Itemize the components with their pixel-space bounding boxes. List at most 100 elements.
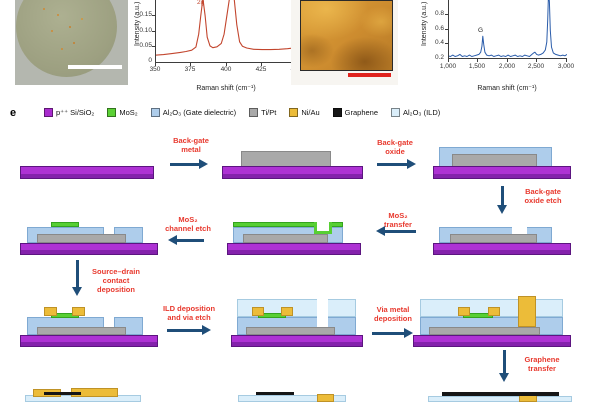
step-label-graphene-transfer: Graphene transfer — [524, 355, 560, 373]
graphene-ytick: 0.6 — [434, 25, 444, 32]
gate-metal-layer — [450, 234, 537, 243]
ild-swatch — [391, 108, 401, 117]
graphene-xtick: 2,000 — [498, 63, 516, 70]
step-label-via-metal: Via metal deposition — [374, 305, 412, 323]
legend-item-graphene: Graphene — [332, 108, 378, 117]
tick — [152, 46, 155, 47]
gate-metal-layer — [246, 327, 335, 335]
step-label-back-gate-metal: Back-gate metal — [173, 136, 209, 154]
source-contact — [44, 307, 57, 316]
legend-item-ild: Al₂O₃ (ILD) — [391, 108, 440, 117]
substrate-layer — [433, 166, 571, 179]
mos2-xtick: 350 — [149, 66, 161, 73]
graphene-xtick: 2,500 — [527, 63, 545, 70]
substrate-layer — [20, 335, 158, 347]
source-contact — [252, 307, 264, 316]
graphene-x-axis — [448, 58, 567, 59]
substrate-layer — [231, 335, 363, 347]
legend-label: Ni/Au — [301, 108, 320, 117]
gate-metal-layer — [37, 234, 126, 243]
mos2-x-axis — [155, 62, 297, 63]
mos2-raman-curve — [155, 0, 296, 56]
step-label-sd-contact: Source–drain contact deposition — [92, 267, 140, 294]
wafer-scale-bar — [68, 65, 122, 69]
tick — [448, 59, 449, 62]
via-metal-pillar — [317, 394, 334, 402]
legend-label: Ti/Pt — [261, 108, 277, 117]
graphene-optical-image — [300, 0, 393, 71]
arrow-via-metal — [372, 328, 413, 338]
materials-legend: p⁺⁺ Si/SiO₂ MoS₂ Al₂O₃ (Gate dielectric)… — [44, 108, 440, 117]
arrow-back-gate-oxide-etch — [497, 186, 507, 214]
drain-contact — [281, 307, 293, 316]
gate-metal-layer — [429, 327, 540, 335]
etched-via-opening — [512, 226, 527, 234]
substrate-layer — [20, 243, 158, 255]
mos2-lined-via — [314, 222, 332, 234]
substrate-layer — [227, 243, 361, 255]
arrow-sd-contact — [72, 260, 82, 296]
legend-item-gate-oxide: Al₂O₃ (Gate dielectric) — [150, 108, 237, 117]
step-label-mos2-transfer: MoS₂ transfer — [384, 211, 412, 229]
legend-label: Al₂O₃ (ILD) — [403, 108, 441, 117]
via-metal-pillar — [518, 296, 536, 327]
source-contact — [458, 307, 470, 316]
substrate-layer — [20, 166, 154, 179]
tick — [445, 14, 448, 15]
mos2-ytick: 0 — [148, 57, 152, 64]
legend-item-tipt: Ti/Pt — [249, 108, 276, 117]
tick — [155, 63, 156, 66]
tick — [261, 63, 262, 66]
legend-label: p⁺⁺ Si/SiO₂ — [56, 108, 95, 117]
graphene-layer — [256, 392, 294, 395]
legend-label: MoS₂ — [119, 108, 138, 117]
mos2-peak-label: 2g — [197, 0, 205, 6]
arrow-mos2-channel-etch — [168, 235, 204, 245]
mos2-xtick: 400 — [220, 66, 232, 73]
tick — [536, 59, 537, 62]
graphene-xtick: 3,000 — [557, 63, 575, 70]
tick — [152, 15, 155, 16]
arrow-graphene-transfer — [499, 350, 509, 382]
graphene-swatch — [332, 108, 342, 117]
panel-label-e: e — [10, 107, 17, 119]
via-metal-pillar — [519, 395, 537, 402]
mos2-xtick: 425 — [255, 66, 267, 73]
legend-item-mos2: MoS₂ — [107, 108, 138, 117]
gate-metal-layer — [241, 151, 331, 167]
graphene-xtick: 1,000 — [439, 63, 457, 70]
gate-oxide-swatch — [150, 108, 160, 117]
substrate-layer — [433, 243, 571, 255]
arrow-back-gate-oxide — [377, 159, 416, 169]
gate-metal-layer — [243, 234, 328, 243]
drain-contact — [72, 307, 85, 316]
graphene-y-axis — [448, 0, 449, 59]
step-label-back-gate-oxide-etch: Back-gate oxide etch — [524, 187, 562, 205]
mos2-y-axis — [155, 0, 156, 63]
substrate-layer — [413, 335, 571, 347]
legend-item-substrate: p⁺⁺ Si/SiO₂ — [44, 108, 94, 117]
mos2-ytick: 0.10 — [139, 27, 152, 34]
mos2-xtick: 375 — [184, 66, 196, 73]
mos2-ytick: 0.15 — [139, 11, 152, 18]
step-label-ild-via-etch: ILD deposition and via etch — [162, 304, 216, 322]
tick — [190, 63, 191, 66]
mos2-ytick: 0.05 — [139, 42, 152, 49]
mos2-channel — [51, 222, 79, 227]
tick — [477, 59, 478, 62]
tick — [226, 63, 227, 66]
graphene-ytick: 0.8 — [434, 10, 444, 17]
legend-label: Al₂O₃ (Gate dielectric) — [162, 108, 237, 117]
tipt-swatch — [249, 108, 259, 117]
graphene-image-card — [291, 0, 398, 85]
niau-swatch — [289, 108, 299, 117]
legend-item-niau: Ni/Au — [289, 108, 320, 117]
graphene-raman-curve — [448, 0, 567, 57]
ild-layer — [428, 396, 572, 402]
wafer-defect-dots — [43, 8, 45, 10]
substrate-swatch — [44, 108, 53, 117]
step-label-mos2-channel-etch: MoS₂ channel etch — [165, 215, 211, 233]
mos2-swatch — [107, 108, 117, 117]
via-slot — [317, 298, 328, 327]
